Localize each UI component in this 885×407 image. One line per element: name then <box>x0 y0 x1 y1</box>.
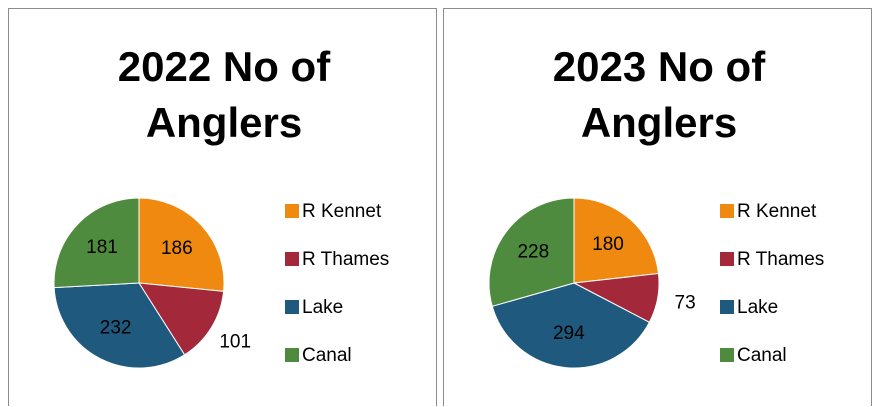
legend-label: R Kennet <box>302 201 382 222</box>
chart: 180 73 294 228 R Kennet R Thames Lake Canal <box>488 197 824 369</box>
legend-swatch <box>720 300 734 314</box>
data-label: 186 <box>161 238 193 259</box>
pie-slice <box>491 282 651 369</box>
data-label: 228 <box>517 241 549 262</box>
chart: 186 101 232 181 R Kennet R Thames Lake Canal <box>53 197 389 369</box>
legend-label: Lake <box>737 297 778 318</box>
legend-swatch <box>285 300 299 314</box>
legend-label: Canal <box>302 345 352 366</box>
legend-label: Canal <box>737 345 787 366</box>
legend-label: R Thames <box>302 249 389 270</box>
pie-slice <box>488 197 575 307</box>
legend-label: R Kennet <box>737 201 817 222</box>
data-label: 101 <box>219 331 251 352</box>
pie-slice <box>138 197 225 292</box>
legend-label: Lake <box>302 297 343 318</box>
data-label: 73 <box>675 293 696 314</box>
legend-swatch <box>285 252 299 266</box>
legend-swatch <box>720 348 734 362</box>
data-label: 232 <box>100 317 132 338</box>
legend-swatch <box>285 204 299 218</box>
data-label: 181 <box>86 237 118 258</box>
chart-title: 2023 No of Anglers <box>552 43 766 146</box>
legend-swatch <box>285 348 299 362</box>
legend-label: R Thames <box>737 249 824 270</box>
data-label: 294 <box>553 323 585 344</box>
chart-title: 2022 No of Anglers <box>117 43 331 146</box>
data-label: 180 <box>592 234 624 255</box>
pie-slice <box>53 282 186 369</box>
chart-panel: 180 73 294 228 R Kennet R Thames Lake Canal 202… <box>443 8 872 406</box>
legend-swatch <box>720 252 734 266</box>
pie-slice <box>138 282 225 356</box>
pie-slice <box>573 197 660 284</box>
chart-panel: 186 101 232 181 R Kennet R Thames Lake Canal 20… <box>8 8 437 406</box>
pie-slice <box>53 197 140 289</box>
legend-swatch <box>720 204 734 218</box>
